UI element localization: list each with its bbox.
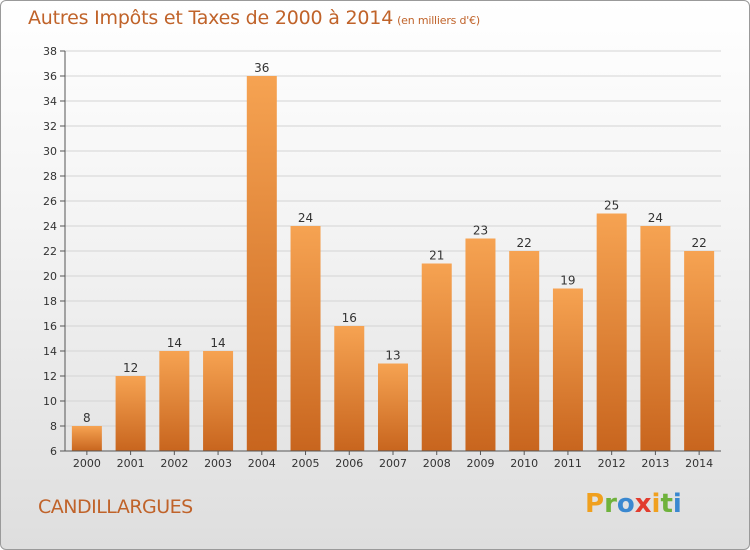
value-label: 13	[385, 349, 400, 363]
logo-letter: o	[616, 489, 635, 519]
value-label: 14	[210, 336, 225, 350]
y-tick-label: 16	[43, 320, 57, 333]
title-text: Autres Impôts et Taxes de 2000 à 2014	[28, 7, 394, 29]
bar	[684, 251, 715, 451]
y-tick-label: 32	[43, 120, 57, 133]
axes	[60, 50, 721, 455]
x-tick-label: 2002	[160, 457, 188, 470]
logo-letter: t	[660, 489, 673, 519]
bar	[115, 376, 146, 451]
x-tick-label: 2011	[554, 457, 582, 470]
x-tick-label: 2001	[117, 457, 145, 470]
logo-letter: i	[651, 489, 661, 519]
y-tick-label: 12	[43, 370, 57, 383]
commune-name: CANDILLARGUES	[38, 496, 193, 518]
x-tick-label: 2004	[248, 457, 276, 470]
y-tick-label: 14	[43, 345, 57, 358]
x-tick-label: 2008	[423, 457, 451, 470]
value-label: 24	[298, 211, 313, 225]
logo-letter: i	[672, 489, 682, 519]
bar	[290, 226, 321, 451]
bar	[203, 351, 234, 451]
y-tick-label: 38	[43, 45, 57, 58]
bar	[334, 326, 365, 451]
y-tick-label: 24	[43, 220, 57, 233]
bar	[246, 76, 277, 451]
y-tick-label: 8	[50, 420, 57, 433]
x-tick-label: 2014	[685, 457, 713, 470]
x-tick-label: 2010	[510, 457, 538, 470]
logo-letter: P	[585, 489, 605, 519]
value-label: 23	[473, 224, 488, 238]
bar	[465, 238, 496, 451]
bar	[640, 226, 671, 451]
x-tick-label: 2005	[292, 457, 320, 470]
y-tick-label: 34	[43, 95, 57, 108]
x-tick-label: 2013	[641, 457, 669, 470]
labels: 6 8 10 12 14 16 18 20 22 24 26 28 30 32 34 36 38 8 2000 12 2…	[43, 45, 713, 470]
y-tick-label: 28	[43, 170, 57, 183]
value-label: 12	[123, 361, 138, 375]
x-tick-label: 2003	[204, 457, 232, 470]
value-label: 16	[342, 311, 357, 325]
bar	[421, 263, 452, 451]
y-tick-label: 30	[43, 145, 57, 158]
bars	[71, 76, 715, 451]
logo-letter: r	[604, 489, 617, 519]
x-tick-label: 2012	[598, 457, 626, 470]
bar	[596, 213, 627, 451]
value-label: 22	[691, 236, 706, 250]
chart-title: Autres Impôts et Taxes de 2000 à 2014 (en…	[28, 7, 480, 29]
unit-label: (en milliers d'€)	[397, 14, 480, 27]
value-label: 14	[167, 336, 182, 350]
bar	[509, 251, 540, 451]
value-label: 36	[254, 61, 269, 75]
value-label: 25	[604, 199, 619, 213]
bar	[159, 351, 190, 451]
y-tick-label: 26	[43, 195, 57, 208]
proxiti-logo: Proxiti	[585, 489, 682, 519]
value-label: 19	[560, 274, 575, 288]
bar	[71, 426, 102, 451]
value-label: 24	[648, 211, 663, 225]
x-tick-label: 2007	[379, 457, 407, 470]
y-tick-label: 10	[43, 395, 57, 408]
bar	[378, 363, 408, 451]
y-tick-label: 36	[43, 70, 57, 83]
y-tick-label: 20	[43, 270, 57, 283]
y-tick-label: 18	[43, 295, 57, 308]
x-tick-label: 2006	[335, 457, 363, 470]
logo-letter: x	[634, 489, 652, 519]
x-tick-label: 2009	[466, 457, 494, 470]
value-label: 21	[429, 249, 444, 263]
x-tick-label: 2000	[73, 457, 101, 470]
y-tick-label: 6	[50, 445, 57, 458]
value-label: 8	[83, 411, 91, 425]
y-tick-label: 22	[43, 245, 57, 258]
value-label: 22	[517, 236, 532, 250]
bar	[552, 288, 583, 451]
